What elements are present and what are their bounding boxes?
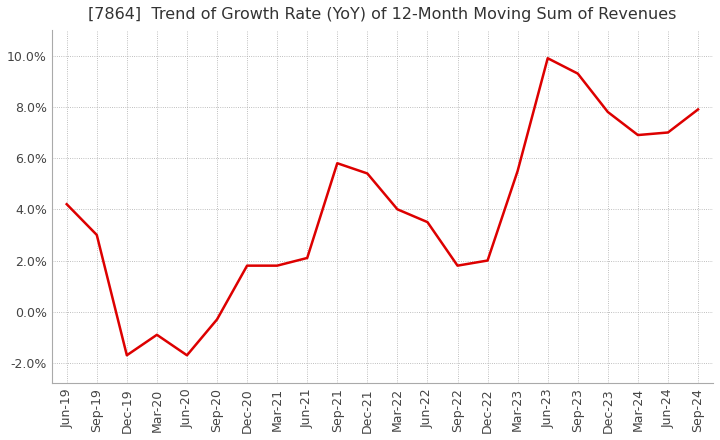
Title: [7864]  Trend of Growth Rate (YoY) of 12-Month Moving Sum of Revenues: [7864] Trend of Growth Rate (YoY) of 12-…: [88, 7, 677, 22]
